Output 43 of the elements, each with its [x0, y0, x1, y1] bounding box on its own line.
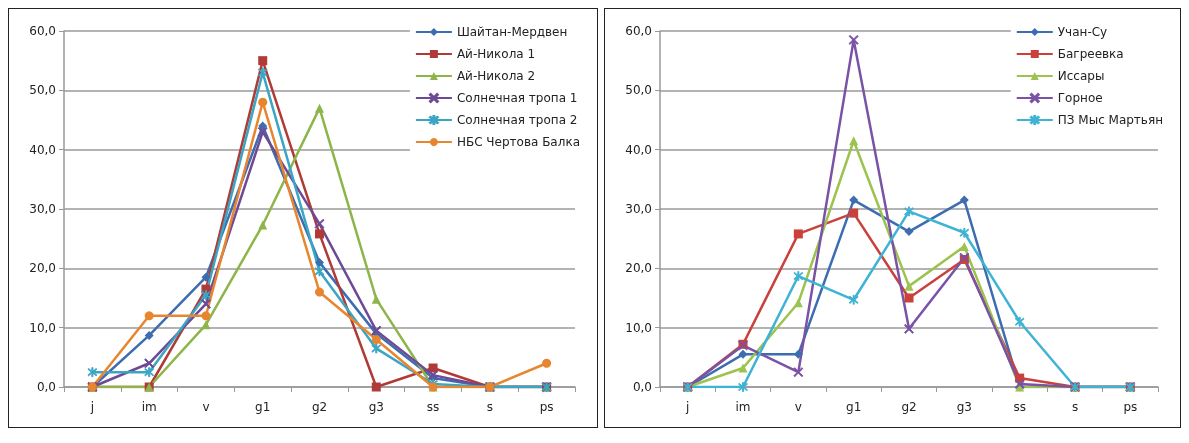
y-tick-label: 60,0: [29, 24, 56, 38]
y-tick-label: 50,0: [29, 83, 56, 98]
x-tick-label: g2: [311, 400, 328, 414]
y-tick-label: 50,0: [625, 83, 652, 98]
x-tick-label: v: [202, 400, 210, 414]
legend-label: ПЗ Мыс Мартьян: [1057, 113, 1164, 127]
x-tick-label: ss: [426, 400, 440, 414]
x-tick-label: g3: [368, 400, 384, 414]
y-tick-label: 40,0: [625, 142, 652, 157]
y-tick-label: 0,0: [632, 380, 652, 394]
x-tick-label: g1: [255, 400, 271, 414]
legend-label: Ай-Никола 2: [456, 69, 536, 83]
y-tick-label: 10,0: [625, 320, 652, 335]
legend-label: НБС Чертова Балка: [456, 135, 580, 149]
y-tick-label: 10,0: [29, 320, 56, 335]
legend-label: Шайтан-Мердвен: [456, 25, 568, 39]
legend-label: Учан-Су: [1057, 25, 1108, 39]
y-tick-label: 20,0: [29, 261, 56, 276]
x-tick-label: g2: [901, 400, 917, 414]
x-tick-label: g1: [846, 400, 862, 414]
y-tick-label: 20,0: [625, 261, 652, 276]
y-tick-label: 40,0: [29, 142, 56, 157]
x-tick-label: ps: [539, 400, 554, 414]
x-tick-label: v: [794, 400, 802, 414]
x-tick-label: g3: [956, 400, 972, 414]
y-tick-label: 0,0: [36, 380, 56, 394]
x-tick-label: s: [486, 400, 493, 414]
x-tick-label: j: [684, 400, 690, 414]
x-tick-label: ss: [1013, 400, 1026, 414]
y-tick-label: 60,0: [625, 24, 652, 38]
legend-label: Солнечная тропа 1: [456, 91, 578, 105]
legend-label: Иссары: [1057, 69, 1105, 83]
legend-label: Горное: [1057, 91, 1103, 105]
legend-label: Багреевка: [1057, 47, 1124, 61]
x-tick-label: im: [141, 400, 157, 414]
x-tick-label: ps: [1123, 400, 1138, 414]
x-tick-label: s: [1071, 400, 1079, 414]
legend-label: Солнечная тропа 2: [456, 113, 578, 127]
y-tick-label: 30,0: [625, 202, 652, 216]
legend-label: Ай-Никола 1: [456, 47, 536, 61]
x-tick-label: j: [89, 400, 95, 414]
y-tick-label: 30,0: [29, 202, 56, 216]
x-tick-label: im: [735, 400, 751, 414]
